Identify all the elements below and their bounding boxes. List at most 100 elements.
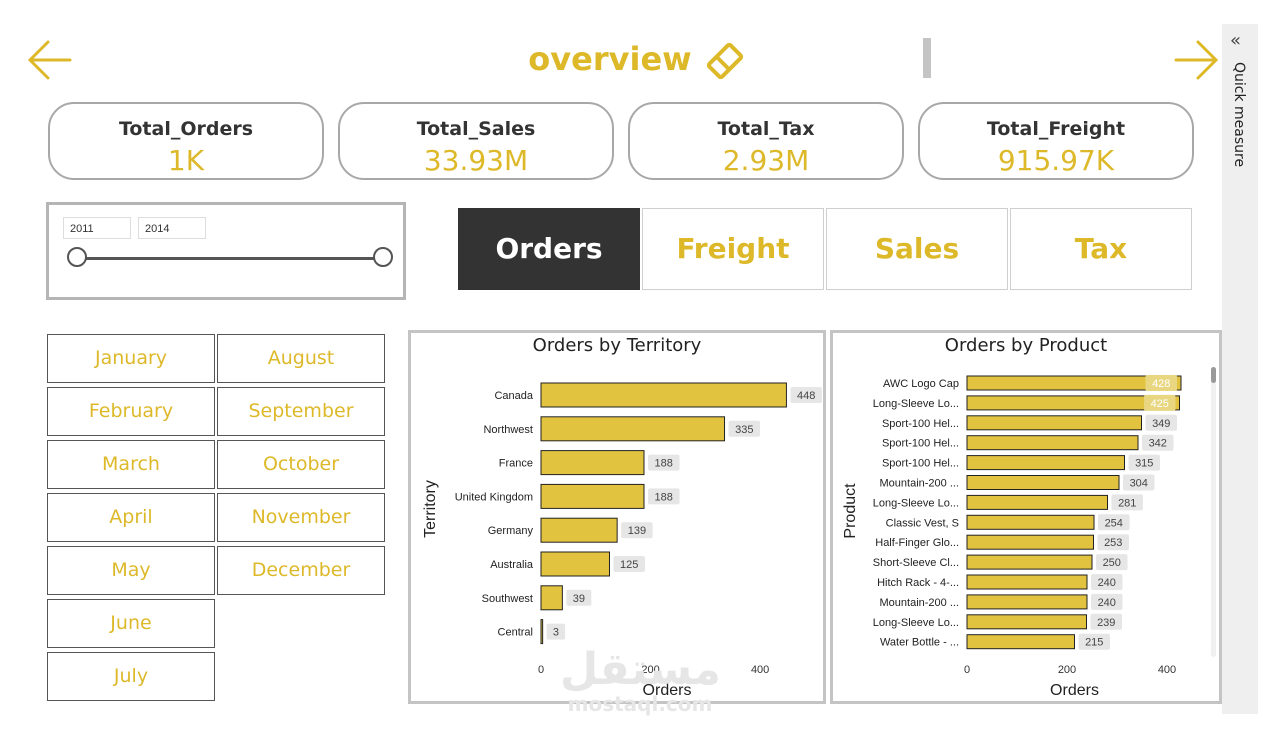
month-may[interactable]: May (47, 546, 215, 595)
data-label-bg (1098, 514, 1130, 531)
month-september[interactable]: September (217, 387, 385, 436)
sales-button[interactable]: Sales (826, 208, 1008, 290)
data-label-bg (790, 387, 822, 403)
kpi-label: Total_Freight (986, 118, 1126, 140)
bar (540, 382, 787, 408)
data-label: 253 (1104, 537, 1122, 549)
bar (966, 514, 1095, 530)
data-label-bg (613, 556, 645, 572)
x-tick-label: 400 (751, 664, 769, 676)
slider-track[interactable] (79, 257, 385, 260)
category-label: Long-Sleeve Lo... (873, 617, 959, 629)
chart-scroll-thumb[interactable] (1211, 367, 1216, 383)
category-label: Sport-100 Hel... (882, 418, 959, 430)
category-label: Classic Vest, S (886, 517, 959, 529)
data-label-bg (647, 488, 680, 505)
month-november[interactable]: November (217, 493, 385, 542)
month-december[interactable]: December (217, 546, 385, 595)
kpi-total-orders: Total_Orders 1K (48, 102, 324, 180)
category-label: Central (498, 627, 533, 639)
forward-arrow-icon[interactable] (1172, 38, 1220, 82)
month-april[interactable]: April (47, 493, 215, 542)
slider-end-handle[interactable] (373, 247, 393, 267)
category-label: Half-Finger Glo... (875, 537, 959, 549)
category-label: Germany (488, 525, 534, 537)
data-label-bg (1111, 494, 1143, 511)
category-label: Water Bottle - ... (880, 637, 959, 649)
kpi-value: 33.93M (423, 144, 529, 177)
quick-measure-pane[interactable] (1222, 24, 1258, 714)
bar (966, 455, 1125, 471)
bar (540, 517, 618, 543)
data-label: 240 (1098, 577, 1116, 589)
data-label-bg (1096, 554, 1128, 571)
category-label: Short-Sleeve Cl... (873, 557, 959, 569)
category-label: Northwest (483, 424, 533, 436)
data-label: 188 (655, 491, 673, 503)
collapse-chevron-icon[interactable]: « (1230, 30, 1242, 51)
category-label: Sport-100 Hel... (882, 458, 959, 470)
category-label: Sport-100 Hel... (882, 438, 959, 450)
data-label-bg (1145, 414, 1177, 431)
bar (966, 574, 1088, 590)
x-axis-label: Orders (1050, 682, 1099, 699)
data-label-bg (566, 589, 592, 606)
category-label: Mountain-200 ... (880, 478, 960, 490)
kpi-value: 915.97K (997, 144, 1115, 177)
year-range-slicer: 2011 2014 (46, 202, 406, 300)
kpi-value: 1K (167, 144, 205, 177)
data-label: 239 (1097, 617, 1115, 629)
bar (966, 614, 1087, 630)
data-label: 349 (1152, 418, 1170, 430)
data-label: 125 (620, 559, 638, 571)
slider-start-handle[interactable] (67, 247, 87, 267)
data-label-bg (1142, 434, 1174, 451)
category-label: France (499, 458, 533, 470)
data-label: 448 (797, 390, 815, 402)
data-label: 304 (1130, 478, 1148, 490)
month-october[interactable]: October (217, 440, 385, 489)
data-label-bg (1091, 593, 1123, 610)
data-label: 3 (553, 627, 559, 639)
kpi-label: Total_Tax (717, 118, 815, 140)
y-axis-label: Product (842, 483, 859, 539)
month-february[interactable]: February (47, 387, 215, 436)
tax-button[interactable]: Tax (1010, 208, 1192, 290)
category-label: Long-Sleeve Lo... (873, 497, 959, 509)
chart-scrollbar[interactable] (1211, 367, 1216, 657)
bar (966, 534, 1094, 550)
orders-button[interactable]: Orders (458, 208, 640, 290)
kpi-value: 2.93M (722, 144, 810, 177)
data-label-bg (1144, 394, 1176, 411)
month-august[interactable]: August (217, 334, 385, 383)
bar (540, 551, 610, 577)
bar (966, 375, 1182, 391)
bar (540, 619, 544, 645)
x-tick-label: 0 (964, 664, 970, 676)
data-label-bg (546, 623, 566, 640)
quick-measure-label[interactable]: Quick measure (1231, 62, 1247, 168)
bar (540, 483, 645, 509)
data-label: 250 (1103, 557, 1121, 569)
bar (966, 475, 1120, 490)
bar (966, 554, 1093, 570)
data-label-bg (1090, 613, 1122, 630)
month-march[interactable]: March (47, 440, 215, 489)
freight-button[interactable]: Freight (642, 208, 824, 290)
kpi-total-freight: Total_Freight 915.97K (918, 102, 1194, 180)
bar (540, 416, 726, 442)
y-axis-label: Territory (422, 480, 439, 538)
data-label: 254 (1105, 517, 1123, 529)
start-year-input[interactable]: 2011 (63, 217, 131, 239)
data-label: 428 (1152, 378, 1170, 390)
month-july[interactable]: July (47, 652, 215, 701)
category-label: Canada (494, 390, 533, 402)
back-arrow-icon[interactable] (26, 38, 74, 82)
month-june[interactable]: June (47, 599, 215, 648)
kpi-total-sales: Total_Sales 33.93M (338, 102, 614, 180)
end-year-input[interactable]: 2014 (138, 217, 206, 239)
product-chart-panel: Orders by Product AWC Logo Cap 428 Long-Sl… (830, 330, 1222, 704)
month-january[interactable]: January (47, 334, 215, 383)
bar (966, 494, 1108, 510)
data-label-bg (1123, 474, 1155, 491)
